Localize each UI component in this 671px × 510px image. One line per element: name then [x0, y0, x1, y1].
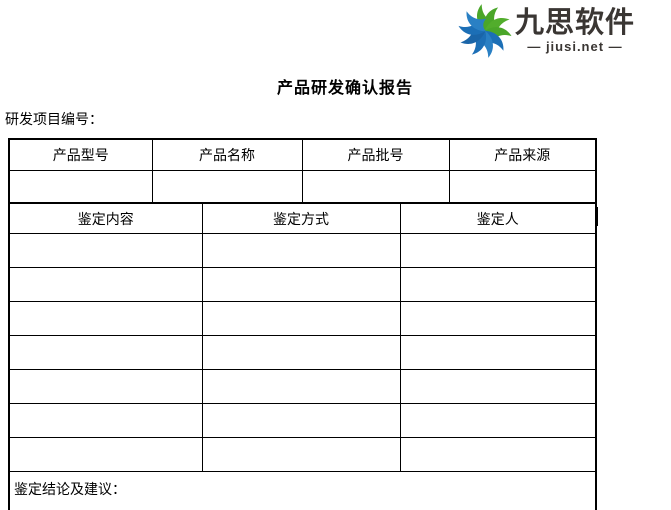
appraisal-content-cell[interactable]	[8, 403, 203, 438]
conclusion-row: 鉴定结论及建议：	[8, 471, 597, 510]
appraiser-cell[interactable]	[399, 267, 597, 302]
logo-brand-name: 九思软件	[515, 6, 636, 39]
header-product-batch: 产品批号	[301, 138, 450, 171]
text-caret	[596, 207, 598, 226]
product-table-input-row	[8, 170, 597, 204]
appraisal-row-6	[8, 403, 597, 438]
appraisal-method-cell[interactable]	[201, 437, 401, 472]
appraisal-table: 鉴定内容 鉴定方式 鉴定人	[8, 202, 597, 510]
header-appraisal-content: 鉴定内容	[8, 202, 203, 234]
appraiser-cell[interactable]	[399, 301, 597, 336]
conclusion-cell[interactable]: 鉴定结论及建议：	[8, 471, 597, 510]
header-product-name: 产品名称	[151, 138, 303, 171]
project-number-label: 研发项目编号：	[5, 113, 103, 128]
product-model-input-cell[interactable]	[8, 170, 153, 204]
appraisal-method-cell[interactable]	[201, 369, 401, 404]
appraisal-row-5	[8, 369, 597, 404]
header-appraiser: 鉴定人	[399, 202, 597, 234]
appraisal-row-3	[8, 301, 597, 336]
appraisal-method-cell[interactable]	[201, 267, 401, 302]
appraisal-content-cell[interactable]	[8, 267, 203, 302]
appraiser-cell[interactable]	[399, 369, 597, 404]
logo-text: 九思软件 — jiusi.net —	[515, 6, 636, 55]
appraisal-content-cell[interactable]	[8, 335, 203, 370]
appraisal-row-2	[8, 267, 597, 302]
header-appraisal-method: 鉴定方式	[201, 202, 401, 234]
header-product-model: 产品型号	[8, 138, 153, 171]
appraisal-method-cell[interactable]	[201, 403, 401, 438]
appraiser-cell[interactable]	[399, 233, 597, 268]
appraisal-content-cell[interactable]	[8, 437, 203, 472]
product-name-input-cell[interactable]	[151, 170, 303, 204]
product-batch-input-cell[interactable]	[301, 170, 450, 204]
appraisal-row-4	[8, 335, 597, 370]
appraiser-cell[interactable]	[399, 437, 597, 472]
logo-domain-text: — jiusi.net —	[527, 39, 623, 55]
brand-logo: 九思软件 — jiusi.net —	[457, 3, 635, 59]
appraisal-method-cell[interactable]	[201, 301, 401, 336]
appraiser-cell[interactable]	[399, 335, 597, 370]
appraisal-content-cell[interactable]	[8, 233, 203, 268]
conclusion-label: 鉴定结论及建议：	[14, 483, 126, 498]
appraisal-method-cell[interactable]	[201, 233, 401, 268]
appraisal-method-cell[interactable]	[201, 335, 401, 370]
appraiser-cell[interactable]	[399, 403, 597, 438]
product-table-header-row: 产品型号 产品名称 产品批号 产品来源	[8, 138, 597, 171]
product-source-input-cell[interactable]	[448, 170, 597, 204]
appraisal-content-cell[interactable]	[8, 301, 203, 336]
page-title: 产品研发确认报告	[276, 80, 413, 97]
product-info-table: 产品型号 产品名称 产品批号 产品来源	[8, 138, 597, 204]
appraisal-content-cell[interactable]	[8, 369, 203, 404]
appraisal-row-7	[8, 437, 597, 472]
pinwheel-logo-icon	[458, 4, 512, 58]
header-product-source: 产品来源	[448, 138, 597, 171]
appraisal-table-header-row: 鉴定内容 鉴定方式 鉴定人	[8, 202, 597, 234]
appraisal-row-1	[8, 233, 597, 268]
